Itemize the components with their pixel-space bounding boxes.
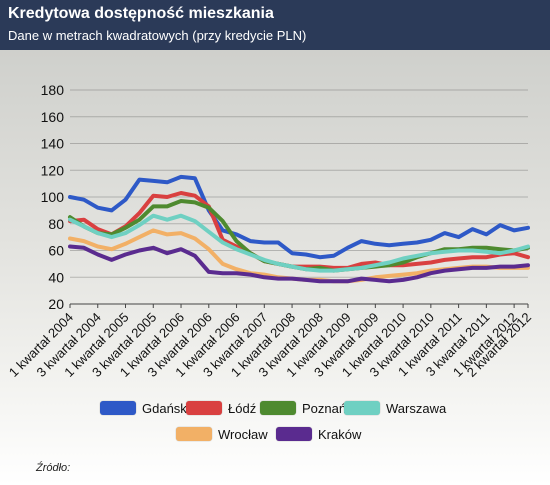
y-tick-label: 160	[41, 109, 65, 125]
chart-subtitle: Dane w metrach kwadratowych (przy kredyc…	[8, 28, 307, 43]
chart-title: Kredytowa dostępność mieszkania	[8, 5, 274, 22]
y-tick-label: 80	[48, 216, 64, 232]
series-line-łódź	[68, 191, 530, 270]
y-tick-label: 60	[48, 243, 64, 259]
legend-swatch	[100, 401, 136, 415]
legend-item-poznań[interactable]: Poznań	[260, 397, 346, 419]
legend-swatch	[276, 427, 312, 441]
y-tick-label: 100	[41, 189, 65, 205]
legend-label: Łódź	[228, 400, 257, 416]
legend-item-wrocław[interactable]: Wrocław	[176, 423, 268, 445]
y-tick-label: 120	[41, 162, 65, 178]
legend-item-łódź[interactable]: Łódź	[186, 397, 256, 419]
legend-swatch	[260, 401, 296, 415]
legend-swatch	[344, 401, 380, 415]
legend-label: Kraków	[318, 426, 362, 442]
y-tick-labels: 20 40 60 80 100 120 140 160 180	[41, 82, 65, 312]
series-line-kraków	[68, 244, 530, 284]
series-line-warszawa	[68, 213, 530, 273]
legend-item-gdańsk[interactable]: Gdańsk	[100, 397, 187, 419]
legend-item-kraków[interactable]: Kraków	[276, 423, 361, 445]
chart-header: Kredytowa dostępność mieszkania Dane w m…	[0, 0, 550, 50]
legend-label: Warszawa	[386, 400, 447, 416]
legend-swatch	[176, 427, 212, 441]
y-tick-label: 40	[48, 269, 64, 285]
source-label: Źródło:	[36, 462, 71, 474]
y-tick-label: 140	[41, 136, 65, 152]
grid-lines	[70, 89, 528, 305]
legend-label: Poznań	[302, 400, 347, 416]
y-tick-label: 180	[41, 82, 65, 98]
legend-label: Wrocław	[218, 426, 268, 442]
series-lines	[68, 174, 530, 284]
series-line-gdańsk	[68, 174, 530, 260]
legend-swatch	[186, 401, 222, 415]
legend-item-warszawa[interactable]: Warszawa	[344, 397, 446, 419]
legend-label: Gdańsk	[142, 400, 187, 416]
y-tick-label: 20	[48, 296, 64, 312]
